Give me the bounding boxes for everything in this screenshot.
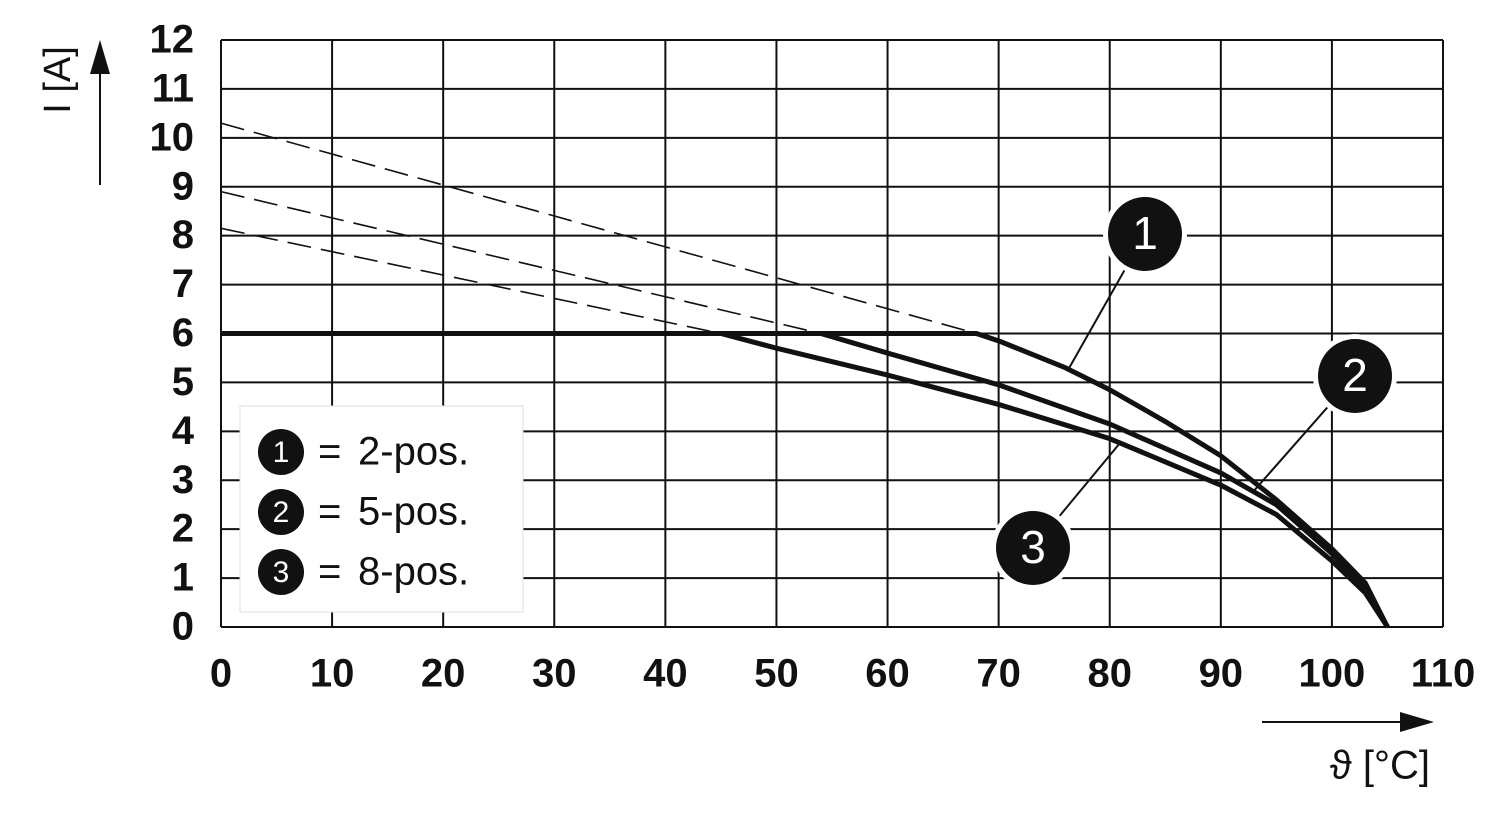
callout-circle [996,511,1070,585]
y-tick-label: 3 [172,458,194,502]
y-tick-label: 2 [172,507,194,551]
legend-marker-label: 3 [273,556,290,589]
callout-circle [1108,197,1182,271]
legend-items: 1 = 2-pos. 2 = 5-pos. 3 = 8-pos. [258,429,469,595]
legend-marker-label: 2 [273,496,290,529]
y-tick-label: 6 [172,311,194,355]
y-tick-label: 12 [150,18,195,62]
legend-marker-label: 1 [273,436,290,469]
y-tick-label: 9 [172,164,194,208]
legend-separator: = [318,490,341,534]
x-tick-label: 40 [643,652,688,696]
legend-separator: = [318,550,341,594]
callout-circle [1318,339,1392,413]
callouts: 1 2 3 [991,192,1397,590]
x-tick-label: 110 [1411,652,1476,696]
y-tick-label: 10 [150,115,195,159]
x-tick-label: 100 [1299,652,1366,696]
legend-separator: = [318,430,341,474]
y-tick-label: 0 [172,605,194,649]
series-line [221,331,1390,629]
series-line [221,331,1390,629]
legend-marker [258,429,304,475]
callout-label: 3 [1020,521,1046,573]
x-tick-label: 20 [421,652,466,696]
y-tick-label: 5 [172,360,194,404]
x-tick-label: 60 [865,652,910,696]
extrapolation-line [220,122,977,335]
callout-label: 1 [1132,207,1158,259]
y-axis-arrowhead [90,40,110,74]
y-axis-label: I [A] [37,46,79,114]
x-axis-label: ϑ [°C] [1330,744,1430,788]
extrapolation-line [220,227,722,335]
x-axis-arrowhead [1400,712,1434,732]
extrapolation-line [220,190,822,335]
x-tick-label: 90 [1199,652,1244,696]
x-tick-label: 10 [310,652,355,696]
x-tick-label: 30 [532,652,577,696]
series-line [221,331,1390,629]
y-tick-label: 11 [152,66,194,110]
x-tick-label: 80 [1087,652,1132,696]
x-tick-label: 50 [754,652,799,696]
legend-label: 2-pos. [358,430,469,474]
y-tick-label: 8 [172,213,194,257]
y-tick-label: 7 [172,262,194,306]
x-tick-label: 70 [976,652,1021,696]
y-tick-label: 4 [172,409,195,453]
legend-marker [258,549,304,595]
curves [220,122,1390,629]
legend-label: 5-pos. [358,490,469,534]
legend-marker [258,489,304,535]
callout-label: 2 [1342,349,1368,401]
x-tick-label: 0 [210,652,232,696]
legend-label: 8-pos. [358,550,469,594]
y-tick-label: 1 [172,556,194,600]
